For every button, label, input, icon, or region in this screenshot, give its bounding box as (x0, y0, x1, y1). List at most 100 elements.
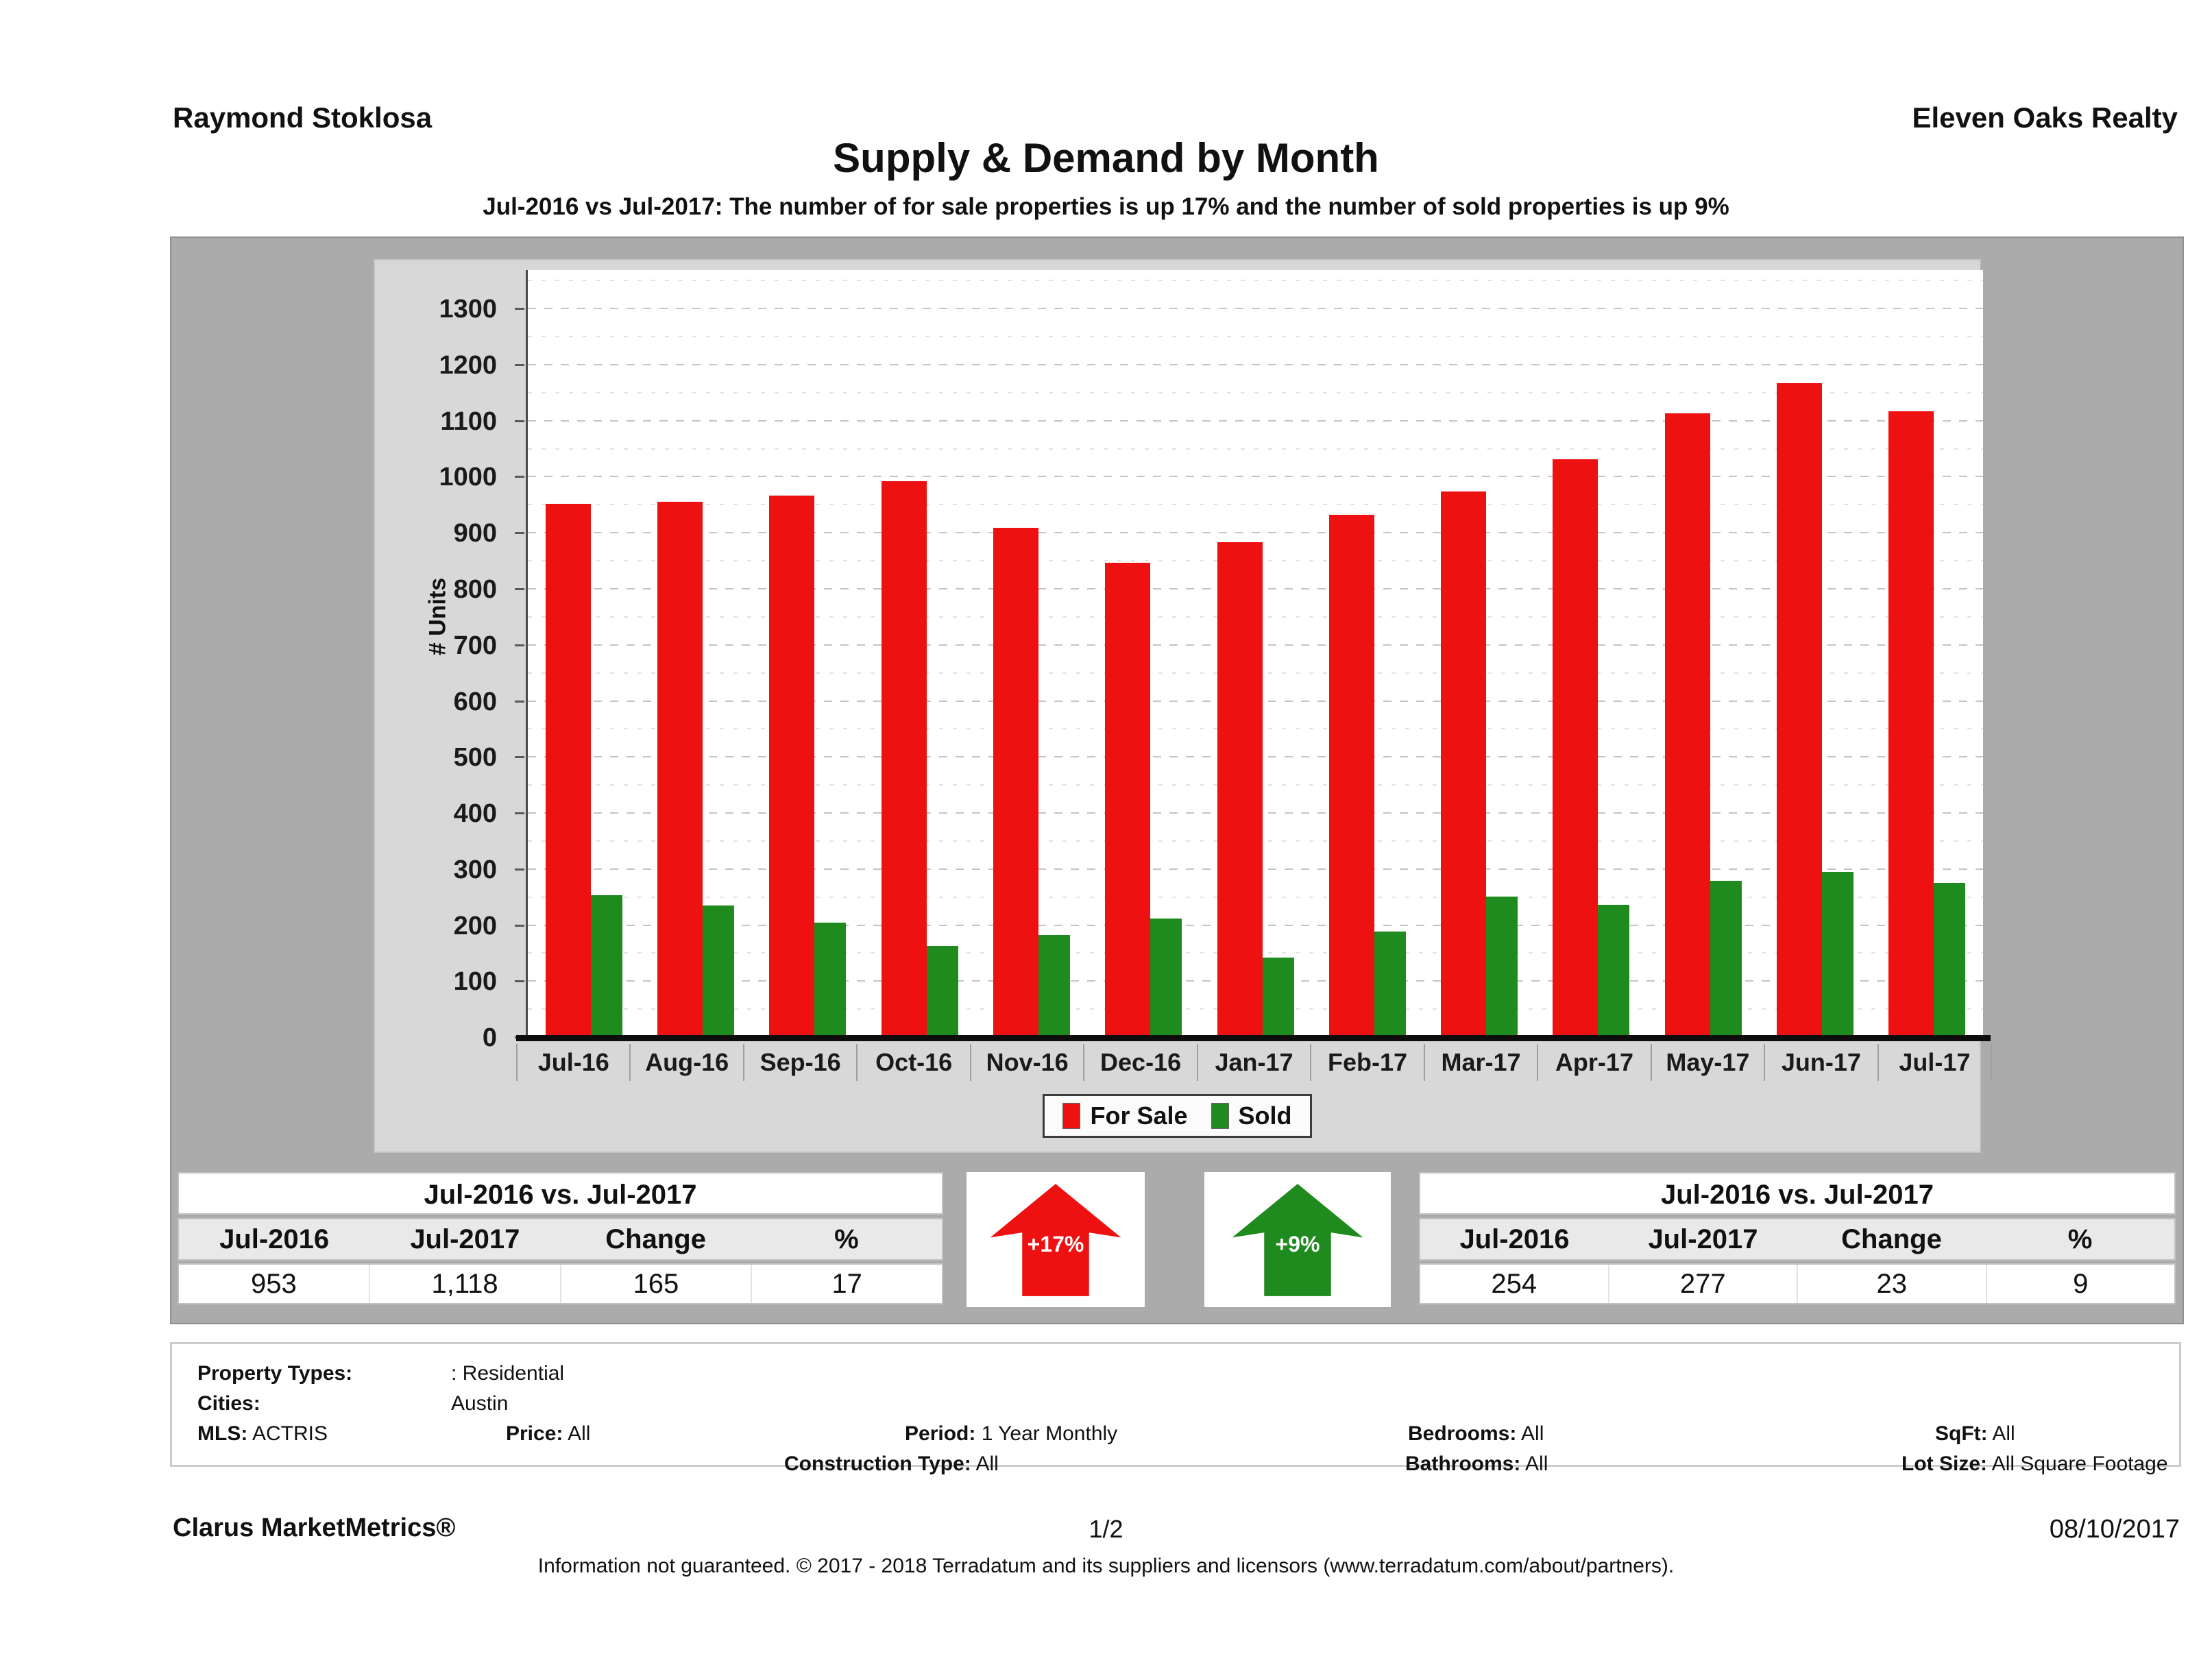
for-sale-value-jul-2016: 953 (251, 1269, 297, 1299)
y-tick-mark-500 (515, 756, 524, 759)
y-tick-label-700: 700 (453, 631, 497, 660)
bar-group-jul-17 (1871, 270, 1983, 1038)
y-tick-mark-900 (515, 532, 524, 535)
x-axis-line (516, 1035, 1991, 1041)
sold-table-header: Jul-2016 Jul-2017 Change% (1419, 1218, 2176, 1261)
bar-for-sale-jul-16 (545, 503, 591, 1038)
minor-gridline (528, 336, 1983, 338)
x-axis-label-dec-16: Dec-16 (1084, 1044, 1198, 1081)
sold-table-title: Jul-2016 vs. Jul-2017 (1419, 1172, 2176, 1215)
major-gridline (528, 363, 1983, 365)
bar-for-sale-feb-17 (1328, 515, 1374, 1038)
sold-value-: 9 (1985, 1265, 2175, 1303)
filter-value-construction-type: All (971, 1452, 999, 1475)
bar-group-feb-17 (1311, 270, 1423, 1038)
x-axis-label-aug-16: Aug-16 (631, 1044, 744, 1081)
chart-legend: For Sale Sold (375, 1094, 1980, 1138)
bar-chart: # Units 0 100 200 300 400 500 600 700 800 900 1000… (374, 259, 1993, 1153)
y-tick-label-900: 900 (453, 519, 497, 548)
bar-for-sale-sep-16 (769, 495, 815, 1038)
bar-group-jul-16 (528, 270, 640, 1038)
y-tick-label-1300: 1300 (439, 295, 497, 324)
y-tick-label-200: 200 (453, 911, 497, 940)
legend-box: For Sale Sold (1043, 1094, 1312, 1138)
x-axis-label-mar-17: Mar-17 (1425, 1044, 1539, 1081)
bar-group-nov-16 (975, 270, 1087, 1038)
for-sale-col-jul-2016: Jul-2016 (219, 1224, 330, 1254)
minor-gridline (528, 504, 1983, 506)
x-axis-label-may-17: May-17 (1652, 1044, 1766, 1081)
bar-sold-aug-16 (702, 905, 734, 1038)
sold-value-jul-2017: 277 (1607, 1265, 1797, 1303)
for-sale-summary-table: Jul-2016 vs. Jul-2017 Jul-2016 Jul-2017 Ch… (178, 1172, 943, 1307)
major-gridline (528, 532, 1983, 534)
bar-for-sale-dec-16 (1105, 562, 1151, 1038)
bar-sold-may-17 (1710, 881, 1742, 1038)
y-axis-tick-labels: 0 100 200 300 400 500 600 700 800 900 1000 1100 1200… (375, 270, 509, 1051)
x-axis-label-jul-17: Jul-17 (1879, 1044, 1993, 1081)
filter-value-period: 1 Year Monthly (975, 1422, 1118, 1445)
y-tick-label-1200: 1200 (439, 350, 497, 380)
sold-col-jul-2016: Jul-2016 (1459, 1224, 1570, 1254)
x-axis-labels: Jul-16 Aug-16 Sep-16 Oct-16 Nov-16 Dec-16 Jan-… (516, 1044, 1993, 1081)
sold-summary-table: Jul-2016 vs. Jul-2017 Jul-2016 Jul-2017 Ch… (1419, 1172, 2176, 1307)
page-subtitle: Jul-2016 vs Jul-2017: The number of for … (483, 193, 1729, 220)
bar-for-sale-may-17 (1664, 413, 1710, 1038)
filter-label-price: Price: All (506, 1422, 591, 1445)
bar-for-sale-mar-17 (1441, 491, 1487, 1038)
footer-date: 08/10/2017 (2049, 1515, 2180, 1544)
sold-change-card: +9% (1204, 1172, 1391, 1307)
minor-gridline (528, 391, 1983, 393)
for-sale-change-percent: +17% (1027, 1231, 1084, 1256)
filter-value-lot-size: All Square Footage (1987, 1452, 2168, 1475)
page-title: Supply & Demand by Month (833, 135, 1379, 181)
footer-brand: Clarus MarketMetrics® (173, 1513, 456, 1542)
bar-for-sale-oct-16 (881, 481, 927, 1038)
minor-gridline (528, 280, 1983, 282)
y-tick-mark-200 (515, 924, 524, 927)
bar-for-sale-jul-17 (1888, 411, 1934, 1038)
bar-group-mar-17 (1424, 270, 1535, 1038)
x-axis-label-nov-16: Nov-16 (971, 1044, 1085, 1081)
legend-item-for-sale: For Sale (1062, 1102, 1188, 1130)
sold-table-values: 254 277 23 9 (1419, 1263, 2176, 1304)
bar-sold-nov-16 (1038, 935, 1070, 1038)
y-axis-tick-marks (515, 270, 524, 1038)
plot-area (526, 270, 1983, 1038)
bar-sold-dec-16 (1150, 918, 1182, 1038)
legend-label-sold: Sold (1238, 1102, 1292, 1130)
y-tick-mark-300 (515, 868, 524, 871)
y-tick-label-0: 0 (482, 1023, 497, 1052)
bar-group-jun-17 (1759, 270, 1871, 1038)
y-tick-mark-1300 (515, 308, 524, 311)
filter-label-cities: Cities: (197, 1392, 260, 1415)
for-sale-table-values: 953 1,118 165 17 (178, 1263, 943, 1304)
y-tick-mark-800 (515, 588, 524, 590)
chart-band: # Units 0 100 200 300 400 500 600 700 800 900 1000… (170, 236, 2184, 1324)
legend-label-for-sale: For Sale (1090, 1102, 1188, 1130)
bar-sold-jun-17 (1822, 872, 1854, 1038)
bar-group-apr-17 (1535, 270, 1647, 1038)
bar-sold-apr-17 (1598, 905, 1630, 1038)
filter-label-lot-size: Lot Size: All Square Footage (1901, 1452, 2168, 1475)
minor-gridline (528, 448, 1983, 450)
bar-sold-feb-17 (1374, 931, 1406, 1038)
x-axis-label-oct-16: Oct-16 (858, 1044, 971, 1081)
bar-for-sale-apr-17 (1553, 459, 1599, 1038)
x-axis-label-apr-17: Apr-17 (1538, 1044, 1652, 1081)
filter-value-bedrooms: All (1516, 1422, 1544, 1445)
legend-swatch-for-sale (1062, 1103, 1081, 1129)
sold-col-change: Change (1841, 1224, 1942, 1254)
for-sale-value-jul-2017: 1,118 (368, 1265, 560, 1303)
bar-sold-jan-17 (1262, 958, 1294, 1038)
for-sale-value-change: 165 (559, 1265, 751, 1303)
bar-for-sale-jun-17 (1777, 383, 1823, 1038)
y-tick-mark-1000 (515, 476, 524, 478)
x-axis-label-sep-16: Sep-16 (744, 1044, 858, 1081)
y-tick-mark-400 (515, 812, 524, 814)
for-sale-change-card: +17% (967, 1172, 1145, 1307)
y-tick-label-1100: 1100 (440, 406, 497, 436)
agent-name: Raymond Stoklosa (173, 101, 433, 134)
y-tick-mark-100 (515, 980, 524, 983)
major-gridline (528, 476, 1983, 478)
